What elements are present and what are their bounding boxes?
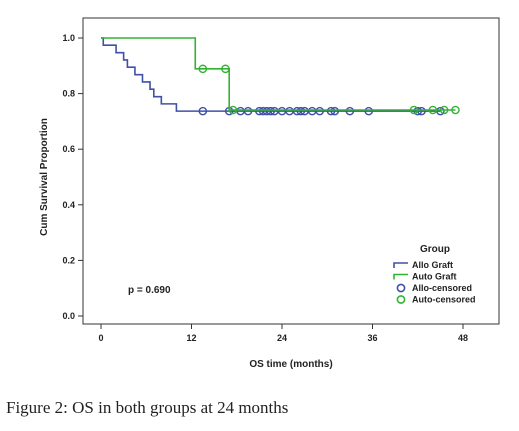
auto-graft-censored-point — [451, 105, 460, 115]
legend-label-allo-graft: Allo Graft — [412, 260, 453, 270]
x-axis-label: OS time (months) — [249, 359, 332, 370]
legend-label-auto-graft: Auto Graft — [412, 272, 457, 282]
km-chart-svg: 0.0 0.2 0.4 0.6 0.8 1.0 0 12 24 36 48 OS time (mo… — [39, 17, 500, 370]
allo-graft-censored-point — [413, 106, 423, 116]
y-ticks: 0.0 0.2 0.4 0.6 0.8 1.0 — [62, 33, 83, 321]
series-layer — [101, 37, 460, 116]
y-tick-label: 0.8 — [62, 89, 75, 99]
y-tick-label: 0.0 — [62, 311, 75, 321]
caption-lead: Figure 2: — [6, 398, 68, 417]
legend-swatch-allo-graft — [393, 262, 408, 268]
caption-text: OS in both groups at 24 months — [67, 398, 289, 417]
allo-graft-censored-point — [364, 106, 374, 116]
allo-graft-censored-point — [330, 106, 340, 116]
allo-graft-censored-point — [326, 106, 336, 116]
legend-swatch-auto-censored — [396, 295, 406, 304]
y-tick-label: 1.0 — [62, 33, 75, 43]
p-value-annotation: p = 0.690 — [128, 285, 171, 296]
legend-swatch-allo-censored — [396, 283, 406, 293]
allo-graft-censored-point — [345, 106, 355, 116]
auto-graft-censored-point — [428, 105, 438, 115]
allo-graft-step-line — [101, 37, 441, 112]
allo-graft-censored-point — [315, 106, 325, 116]
auto-graft-censored-point — [439, 105, 449, 115]
allo-graft-censored-point — [266, 106, 275, 116]
y-tick-label: 0.6 — [62, 144, 75, 154]
auto-graft-censored-point — [228, 105, 238, 115]
y-tick-label: 0.4 — [62, 200, 75, 210]
legend-label-allo-censored: Allo-censored — [412, 283, 472, 293]
allo-graft-censored-point — [243, 106, 253, 116]
y-tick-label: 0.2 — [62, 255, 75, 265]
x-tick-label: 36 — [367, 333, 377, 343]
legend-title: Group — [420, 244, 450, 255]
allo-graft-censored-point — [198, 106, 208, 116]
auto-graft-censored-point — [221, 64, 230, 74]
legend-swatch-auto-graft — [393, 273, 408, 280]
legend-label-auto-censored: Auto-censored — [412, 295, 476, 305]
y-axis-label: Cum Survival Proportion — [39, 118, 50, 236]
x-tick-label: 12 — [186, 333, 196, 343]
plot-frame — [82, 17, 500, 325]
auto-graft-censored-point — [198, 64, 208, 74]
x-tick-label: 24 — [277, 333, 287, 343]
auto-graft-censored-point — [409, 105, 419, 115]
figure-caption: Figure 2: OS in both groups at 24 months — [6, 398, 506, 418]
x-tick-label: 48 — [458, 333, 468, 343]
km-chart: 0.0 0.2 0.4 0.6 0.8 1.0 0 12 24 36 48 OS time (mo… — [39, 17, 500, 370]
allo-graft-censored-point — [296, 106, 306, 116]
x-ticks: 0 12 24 36 48 — [98, 324, 468, 343]
x-tick-label: 0 — [98, 333, 103, 343]
